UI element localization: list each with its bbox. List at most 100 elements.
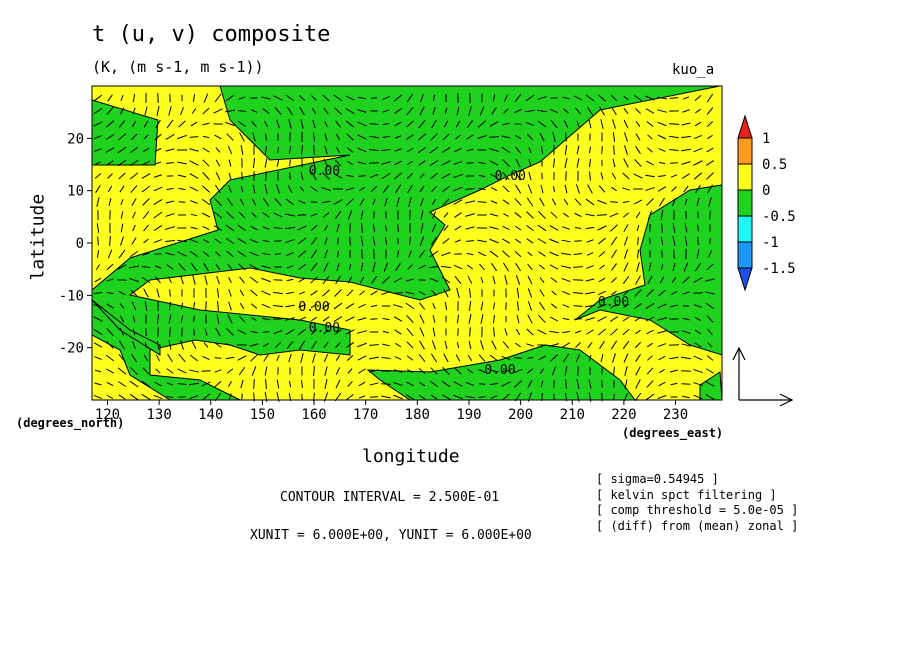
wind-vector <box>601 146 603 154</box>
wind-vector <box>573 291 583 295</box>
wind-vector <box>527 133 533 141</box>
wind-vector <box>337 237 339 245</box>
wind-vector <box>681 330 691 334</box>
wind-vector <box>588 379 592 389</box>
wind-vector <box>634 159 642 167</box>
wind-vector <box>323 158 329 168</box>
wind-vector <box>129 146 139 154</box>
wind-vector <box>345 329 355 335</box>
wind-vector <box>143 238 149 244</box>
wind-vector <box>301 380 303 388</box>
wind-vector <box>381 290 391 296</box>
wind-vector <box>311 107 317 115</box>
wind-vector <box>310 316 318 322</box>
wind-vector <box>693 355 703 361</box>
wind-vector <box>142 252 150 256</box>
wind-vector <box>693 134 703 140</box>
wind-vector <box>165 200 175 204</box>
wind-vector <box>478 187 486 191</box>
wind-vector <box>358 395 366 399</box>
wind-vector <box>189 354 199 362</box>
wind-vector <box>394 135 402 139</box>
wind-vector <box>251 317 257 321</box>
wind-vector <box>589 171 591 181</box>
x-tick-label: 190 <box>456 407 481 423</box>
wind-vector <box>537 109 547 113</box>
wind-vector <box>190 226 198 230</box>
wind-vector <box>237 355 247 361</box>
wind-vector <box>419 327 425 337</box>
wind-vector <box>671 197 677 207</box>
x-tick-label: 170 <box>353 407 378 423</box>
wind-vector <box>468 106 472 116</box>
wind-vector <box>432 302 436 310</box>
wind-vector <box>478 368 486 374</box>
wind-vector <box>240 185 244 193</box>
wind-vector <box>442 238 450 244</box>
wind-vector <box>241 171 243 181</box>
wind-vector <box>373 248 375 260</box>
wind-vector <box>515 275 521 285</box>
wind-vector <box>370 276 378 284</box>
wind-vector <box>431 223 437 233</box>
wind-vector <box>622 200 630 204</box>
wind-vector <box>119 340 125 350</box>
wind-vector <box>645 316 655 322</box>
wind-vector <box>357 109 367 113</box>
wind-vector <box>573 305 583 307</box>
wind-vector <box>635 329 641 335</box>
wind-vector <box>550 119 558 129</box>
wind-vector <box>333 199 343 205</box>
wind-vector <box>453 186 463 192</box>
wind-vector <box>527 288 533 298</box>
wind-vector <box>574 240 582 242</box>
wind-vector <box>357 134 367 140</box>
wind-vector <box>154 148 162 152</box>
wind-vector <box>382 330 390 334</box>
wind-vector <box>237 120 247 128</box>
wind-vector <box>213 225 223 231</box>
wind-vector <box>285 198 295 206</box>
wind-vector <box>249 264 259 270</box>
wind-vector <box>215 147 221 153</box>
wind-vector <box>289 172 291 180</box>
wind-vector <box>214 198 222 206</box>
wind-vector <box>228 393 232 401</box>
wind-vector <box>226 250 234 258</box>
wind-vector <box>155 368 161 374</box>
wind-vector <box>141 394 151 400</box>
wind-vector <box>311 171 317 181</box>
wind-vector <box>95 185 101 193</box>
wind-vector <box>598 237 606 245</box>
reference-vector <box>732 346 794 407</box>
wind-vector <box>622 276 630 284</box>
wind-vector <box>167 353 173 363</box>
wind-vector <box>119 185 125 193</box>
wind-vector <box>192 301 196 311</box>
wind-vector <box>646 121 654 127</box>
wind-vector <box>646 342 654 348</box>
wind-vector <box>477 251 487 257</box>
wind-vector <box>562 226 570 230</box>
wind-vector <box>624 366 628 376</box>
wind-vector <box>225 342 235 348</box>
wind-vector <box>586 106 594 116</box>
wind-vector <box>202 225 210 231</box>
wind-vector <box>381 356 391 360</box>
wind-vector <box>609 212 619 218</box>
wind-vector <box>165 226 175 230</box>
y-tick-label: 0 <box>76 236 84 252</box>
wind-vector <box>132 315 136 323</box>
wind-vector <box>527 275 533 285</box>
wind-vector <box>623 303 629 309</box>
wind-vector <box>407 160 413 166</box>
wind-vector <box>129 277 139 283</box>
wind-vector <box>610 340 618 350</box>
wind-vector <box>93 292 103 294</box>
wind-vector <box>119 327 125 337</box>
wind-vector <box>515 171 521 181</box>
wind-vector <box>669 135 679 139</box>
wind-vector <box>441 173 451 179</box>
wind-vector <box>672 223 676 233</box>
wind-vector <box>408 197 412 207</box>
